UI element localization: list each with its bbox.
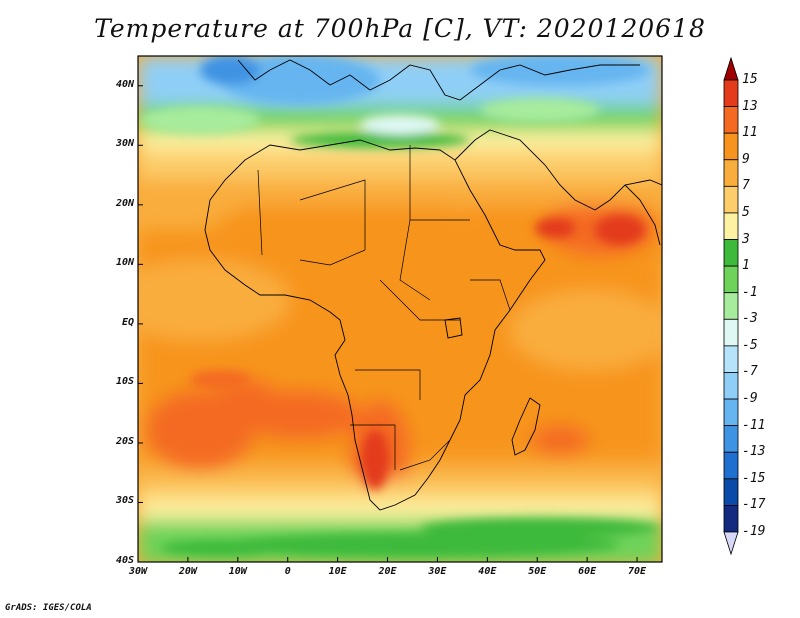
axis-ticks: [137, 85, 638, 563]
colorbar-segment: [723, 318, 739, 347]
colorbar-segment: [723, 239, 739, 267]
coastlines: [204, 59, 662, 511]
lake-victoria: [444, 317, 463, 339]
credit-text: GrADS: IGES/COLA: [5, 603, 92, 613]
colorbar-label: -11: [742, 417, 766, 433]
colorbar-segment: [723, 106, 739, 134]
lon-label: 20W: [178, 566, 197, 577]
border-lines: [257, 145, 511, 471]
colorbar-segment: [723, 451, 739, 480]
colorbar-label: -5: [742, 337, 758, 353]
colorbar-label: 7: [742, 178, 750, 194]
lat-label: EQ: [121, 316, 134, 328]
lat-label: 20N: [115, 197, 134, 209]
lat-label: 30N: [115, 138, 134, 150]
lat-label: 40N: [115, 78, 134, 90]
colorbar: [723, 56, 739, 556]
india-coastline: [624, 184, 661, 246]
lon-label: 20E: [378, 566, 397, 577]
colorbar-segment: [723, 212, 739, 240]
colorbar-segment: [723, 372, 739, 400]
colorbar-segment: [723, 265, 739, 294]
colorbar-segment: [723, 292, 739, 320]
colorbar-label: 13: [742, 98, 758, 114]
colorbar-label: 9: [742, 151, 750, 167]
colorbar-label: -1: [742, 284, 758, 300]
colorbar-bottom-arrow: [723, 531, 739, 556]
colorbar-label: 11: [742, 125, 758, 141]
lon-label: 10W: [228, 566, 247, 577]
colorbar-label: -15: [742, 470, 766, 486]
lon-label: 40E: [478, 566, 497, 577]
colorbar-segment: [723, 398, 739, 427]
colorbar-label: -9: [742, 391, 758, 407]
madagascar-coastline: [511, 397, 541, 456]
colorbar-segment: [723, 185, 739, 214]
lon-label: 0: [284, 566, 291, 577]
map-title: Temperature at 700hPa [C], VT: 202012061…: [94, 14, 706, 43]
lon-label: 30E: [428, 566, 447, 577]
lon-label: 70E: [628, 566, 647, 577]
lat-label: 10S: [115, 376, 134, 388]
colorbar-segment: [723, 79, 739, 107]
colorbar-label: -7: [742, 364, 758, 380]
europe-coastline: [237, 59, 640, 101]
colorbar-label: 1: [742, 258, 750, 274]
lat-label: 40S: [115, 555, 134, 566]
colorbar-segment: [723, 478, 739, 506]
colorbar-label: -3: [742, 311, 758, 327]
temperature-field: [138, 56, 662, 562]
colorbar-top-arrow: [723, 56, 739, 81]
lat-label: 20S: [115, 435, 134, 447]
colorbar-label: -17: [742, 497, 766, 513]
colorbar-segment: [723, 345, 739, 373]
colorbar-segment: [723, 505, 739, 533]
colorbar-segment: [723, 132, 739, 161]
plot-frame: [137, 55, 663, 563]
lat-label: 10N: [115, 257, 134, 269]
lon-label: 50E: [528, 566, 547, 577]
arabia-coastline: [454, 129, 662, 211]
colorbar-segment: [723, 159, 739, 187]
lon-label: 30W: [128, 566, 148, 577]
colorbar-label: 3: [742, 231, 750, 247]
colorbar-label: 5: [742, 204, 750, 220]
colorbar-segment: [723, 425, 739, 453]
lon-label: 10E: [328, 566, 347, 577]
colorbar-label: 15: [742, 72, 758, 87]
lon-label: 60E: [578, 566, 597, 577]
lat-label: 30S: [115, 495, 134, 507]
colorbar-label: -19: [742, 524, 766, 539]
colorbar-label: -13: [742, 444, 766, 460]
